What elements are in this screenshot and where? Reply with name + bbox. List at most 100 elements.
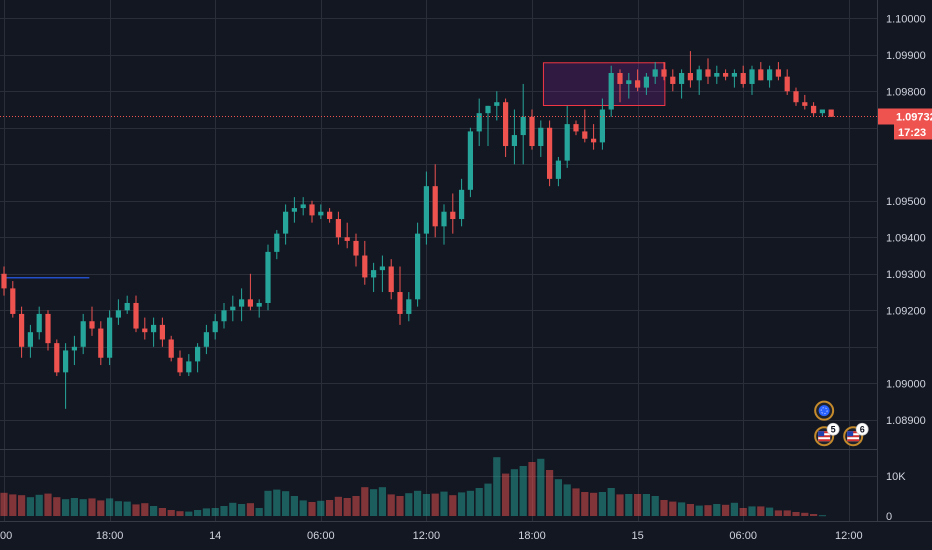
volume-bar	[722, 504, 730, 516]
volume-bar	[422, 494, 430, 516]
volume-bar	[255, 508, 263, 516]
candle-body	[626, 80, 632, 84]
candle-body	[670, 76, 676, 84]
candle-body	[10, 288, 16, 314]
candle-body	[591, 138, 597, 143]
price-axis[interactable]: 1.10000 1.09900 1.09800 1.09500 1.09400 1.093…	[878, 13, 932, 427]
candle-body	[186, 361, 192, 373]
volume-tick-label: 10K	[886, 471, 906, 483]
volume-bar	[607, 488, 615, 516]
volume-bars	[0, 457, 826, 517]
candle-body	[608, 73, 614, 110]
us-flag-icon[interactable]: 6	[843, 422, 869, 447]
candle-body	[802, 102, 808, 106]
volume-bar	[739, 508, 747, 516]
price-tick-label: 1.09500	[886, 196, 926, 208]
volume-axis[interactable]: 10K 0	[886, 471, 906, 523]
volume-bar	[757, 506, 765, 516]
candle-body	[283, 211, 289, 234]
price-tick-label: 1.09400	[886, 232, 926, 244]
candle-body	[291, 208, 297, 212]
candle-body	[679, 73, 685, 84]
volume-bar	[343, 498, 351, 516]
candle-body	[63, 350, 69, 373]
volume-bar	[590, 492, 598, 516]
volume-bar	[378, 487, 386, 516]
volume-bar	[167, 510, 175, 516]
candle-body	[327, 211, 333, 220]
volume-bar	[396, 496, 404, 516]
volume-bar	[704, 505, 712, 516]
globe-icon[interactable]	[814, 400, 835, 421]
candle-body	[767, 69, 773, 81]
candle-body	[758, 69, 764, 81]
candle-body	[19, 313, 25, 347]
price-tick-label: 1.09200	[886, 305, 926, 317]
price-tick-label: 1.08900	[886, 415, 926, 427]
volume-bar	[651, 496, 659, 516]
volume-bar	[326, 500, 334, 516]
grid-lines	[0, 0, 877, 521]
time-tick-label: 12:00	[413, 530, 441, 542]
time-tick-label: 06:00	[307, 530, 335, 542]
candle-body	[441, 211, 447, 227]
volume-bar	[9, 494, 17, 516]
volume-bar	[158, 508, 166, 516]
volume-bar	[581, 492, 589, 516]
price-tick-label: 1.10000	[886, 13, 926, 25]
candle-body	[415, 233, 421, 300]
volume-bar	[79, 499, 87, 516]
candle-body	[811, 105, 817, 114]
volume-bar	[493, 457, 501, 516]
candle-body	[274, 233, 280, 252]
volume-bar	[519, 466, 527, 516]
candle-body	[247, 299, 253, 307]
volume-bar	[801, 512, 809, 516]
time-axis[interactable]: 00 18:00 14 06:00 12:00 18:00 15 06:00 12:00	[0, 530, 863, 542]
candle-body	[98, 328, 104, 358]
candle-body	[705, 69, 711, 77]
flag-stripe	[847, 439, 860, 442]
price-tick-label: 1.09900	[886, 50, 926, 62]
candle-body	[80, 321, 86, 347]
candle-body	[265, 251, 271, 303]
volume-bar	[387, 494, 395, 516]
candle-body	[555, 160, 561, 179]
candle-body	[423, 186, 429, 234]
volume-bar	[502, 473, 510, 516]
candle-body	[335, 219, 341, 238]
candle-body	[775, 69, 781, 77]
candle-body	[230, 306, 236, 311]
event-count-badge	[855, 422, 869, 436]
countdown-badge-bg	[894, 124, 932, 140]
candle-body	[793, 91, 799, 103]
candle-body	[133, 302, 139, 329]
candle-body	[687, 73, 693, 81]
candle-body	[159, 324, 165, 340]
time-tick-label: 00	[0, 530, 12, 542]
volume-bar	[317, 500, 325, 516]
candle-body	[582, 131, 588, 139]
time-tick-label: 14	[209, 530, 221, 542]
volume-bar	[510, 469, 518, 516]
volume-bar	[114, 501, 122, 516]
volume-bar	[88, 498, 96, 516]
flag-canton	[847, 431, 854, 437]
candle-body	[652, 69, 658, 77]
volume-bar	[53, 497, 61, 516]
volume-bar	[774, 510, 782, 516]
last-price-badge[interactable]: 1.09732 17:23	[878, 108, 932, 140]
candle-body	[309, 204, 315, 216]
candle-body	[828, 109, 834, 117]
globe-icon-stars	[820, 407, 828, 415]
candle-body	[256, 302, 262, 307]
volume-bar	[238, 504, 246, 516]
us-flag-icon[interactable]: 5	[814, 422, 840, 447]
candle-body	[71, 346, 77, 351]
time-tick-label: 15	[631, 530, 643, 542]
volume-bar	[282, 491, 290, 516]
candle-body	[353, 240, 359, 256]
volume-bar	[748, 506, 756, 516]
